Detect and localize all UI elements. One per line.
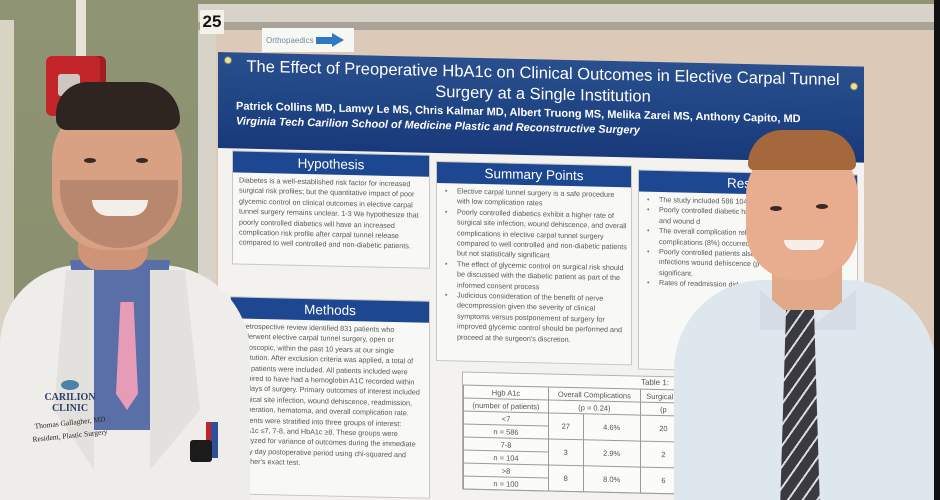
table-cell-pct: 2.9% xyxy=(583,439,641,468)
hypothesis-panel: Hypothesis Diabetes is a well-establishe… xyxy=(232,150,430,269)
pink-tie xyxy=(116,302,138,410)
eye xyxy=(84,158,96,163)
summary-point: Poorly controlled diabetics exhibit a hi… xyxy=(443,207,627,263)
smile xyxy=(784,240,824,250)
methods-text: A retrospective review identified 831 pa… xyxy=(237,321,420,468)
arrow-right-icon xyxy=(315,33,346,47)
table-cell-pct: 8.0% xyxy=(583,465,641,494)
table-cell-count: 27 xyxy=(548,412,584,440)
department-sign: Orthopaedics xyxy=(262,28,354,52)
results-table: Table 1: Hgb A1c Overall Complications S… xyxy=(462,371,688,495)
logo-line: CLINIC xyxy=(51,403,89,414)
methods-panel: Methods A retrospective review identifie… xyxy=(230,296,430,499)
hair xyxy=(748,130,856,170)
table-cell-n: n = 100 xyxy=(463,476,549,491)
department-label: Orthopaedics xyxy=(266,35,314,45)
summary-list: Elective carpal tunnel surgery is a safe… xyxy=(437,183,631,349)
hair xyxy=(56,82,180,130)
summary-point: The effect of glycemic control on surgic… xyxy=(443,259,627,294)
table-cell-count: 3 xyxy=(548,438,584,466)
wall-conduit xyxy=(76,0,86,58)
table-cell-count: 8 xyxy=(548,464,584,492)
smile xyxy=(92,200,148,216)
summary-panel: Summary Points Elective carpal tunnel su… xyxy=(436,160,632,366)
eye xyxy=(816,204,828,209)
carilion-logo-icon xyxy=(61,380,79,390)
photo-border xyxy=(934,0,940,500)
striped-tie xyxy=(780,310,820,500)
summary-point: Judicious consideration of the benefit o… xyxy=(443,290,627,346)
person-right xyxy=(660,130,940,500)
eye xyxy=(770,206,782,211)
pushpin-icon xyxy=(850,82,858,91)
person-left: CARILION CLINIC Thomas Gallagher, MD Res… xyxy=(0,80,260,500)
eye xyxy=(136,158,148,163)
table-cell-pct: 4.6% xyxy=(583,413,641,442)
board-number: 25 xyxy=(200,10,224,34)
outcomes-table: Hgb A1c Overall Complications Surgical S… xyxy=(463,385,687,495)
id-badge xyxy=(190,440,212,462)
hypothesis-text: Diabetes is a well-established risk fact… xyxy=(239,175,419,251)
poster-board-rail xyxy=(198,22,940,30)
coat-embroidery: CARILION CLINIC Thomas Gallagher, MD Res… xyxy=(30,380,110,444)
pushpin-icon xyxy=(224,56,232,65)
logo-line: CARILION xyxy=(44,392,96,403)
